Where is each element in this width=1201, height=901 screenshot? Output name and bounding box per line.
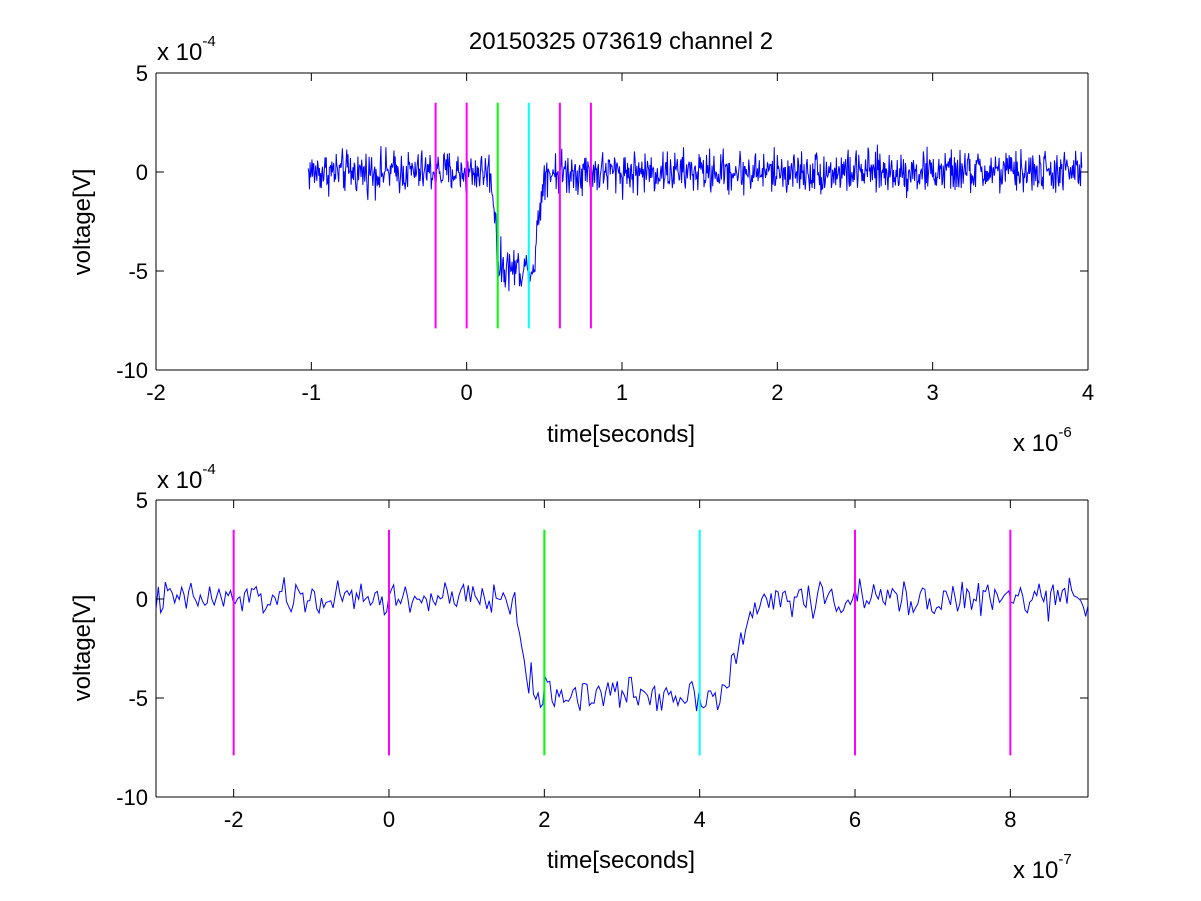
x-tick-label: 6 xyxy=(849,807,861,832)
x-tick-label: -2 xyxy=(146,380,166,405)
top-y-axis-label: voltage[V] xyxy=(69,169,96,276)
bottom-signal-line xyxy=(155,577,1089,712)
figure-title: 20150325 073619 channel 2 xyxy=(469,28,773,55)
x-tick-label: 2 xyxy=(538,807,550,832)
y-tick-label: 0 xyxy=(136,160,148,185)
top-data-layer xyxy=(307,102,1083,329)
x-tick-label: -1 xyxy=(302,380,322,405)
top-y-exponent: x 10-4 xyxy=(157,33,216,66)
top-y-exponent-base: x 10 xyxy=(157,39,202,66)
bottom-ticks: -2 0 2 4 6 8 -10 -5 0 5 xyxy=(116,488,1088,832)
top-x-exponent: x 10-6 xyxy=(1013,424,1072,457)
bottom-y-exponent: x 10-4 xyxy=(157,461,216,494)
top-y-exponent-power: -4 xyxy=(202,33,215,50)
x-tick-label: 2 xyxy=(771,380,783,405)
y-tick-label: 5 xyxy=(136,61,148,86)
bottom-y-axis-label: voltage[V] xyxy=(69,595,96,702)
bottom-axes-box xyxy=(155,499,1089,798)
bottom-data-layer xyxy=(155,529,1089,756)
x-tick-label: 0 xyxy=(461,380,473,405)
x-tick-label: 4 xyxy=(694,807,706,832)
x-tick-label: -2 xyxy=(224,807,244,832)
y-tick-label: 0 xyxy=(136,587,148,612)
y-tick-label: -10 xyxy=(116,785,148,810)
top-ticks: -2 -1 0 1 2 3 4-10-505 xyxy=(116,61,1094,405)
top-x-axis-label: time[seconds] xyxy=(547,421,695,448)
top-x-exponent-power: -6 xyxy=(1058,424,1071,441)
top-signal-line xyxy=(307,144,1083,297)
bottom-x-exponent-base: x 10 xyxy=(1013,857,1058,884)
y-tick-label: -5 xyxy=(128,259,148,284)
bottom-x-exponent-power: -7 xyxy=(1058,851,1071,868)
x-tick-label: 0 xyxy=(383,807,395,832)
y-tick-label: 5 xyxy=(136,488,148,513)
top-x-exponent-base: x 10 xyxy=(1013,430,1058,457)
bottom-y-exponent-base: x 10 xyxy=(157,467,202,494)
x-tick-label: 1 xyxy=(616,380,628,405)
y-tick-label: -5 xyxy=(128,686,148,711)
bottom-y-exponent-power: -4 xyxy=(202,461,215,478)
bottom-x-axis-label: time[seconds] xyxy=(547,847,695,874)
top-plot: -2 -1 0 1 2 3 4-10-505 time[seconds] voltage[V… xyxy=(69,33,1094,457)
bottom-plot: -2 0 2 4 6 8-10-505 time[seconds] voltage[V] … xyxy=(69,461,1089,884)
x-tick-label: 3 xyxy=(927,380,939,405)
x-tick-label: 4 xyxy=(1082,380,1094,405)
x-tick-label: 8 xyxy=(1004,807,1016,832)
y-tick-label: -10 xyxy=(116,358,148,383)
bottom-x-exponent: x 10-7 xyxy=(1013,851,1072,884)
